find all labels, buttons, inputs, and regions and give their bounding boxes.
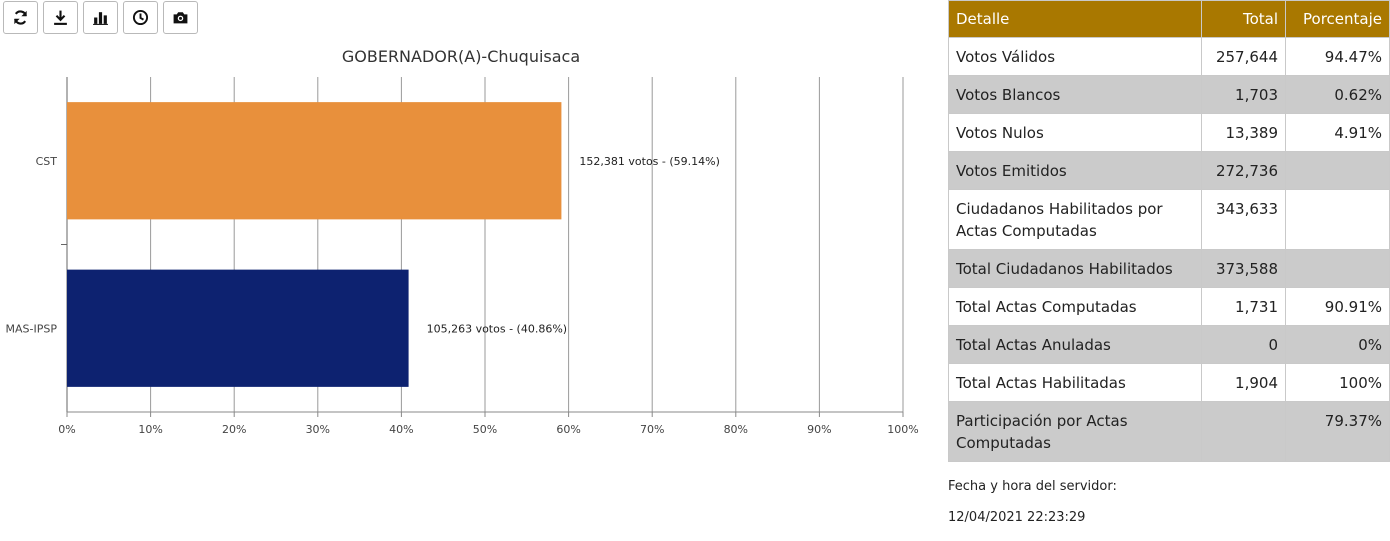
cell-detalle: Total Actas Habilitadas	[948, 363, 1202, 402]
cell-porcentaje: 90.91%	[1285, 287, 1390, 326]
category-label: CST	[36, 155, 58, 168]
cell-porcentaje: 4.91%	[1285, 113, 1390, 152]
server-time-panel: Fecha y hora del servidor: 12/04/2021 22…	[948, 479, 1117, 541]
cell-total: 343,633	[1201, 189, 1286, 250]
cell-detalle: Votos Nulos	[948, 113, 1202, 152]
cell-total: 272,736	[1201, 151, 1286, 190]
results-table-container: Detalle Total Porcentaje Votos Válidos 25…	[948, 0, 1390, 462]
cell-porcentaje	[1285, 151, 1390, 190]
header-total: Total	[1201, 0, 1286, 38]
cell-total: 1,731	[1201, 287, 1286, 326]
x-tick-label: 60%	[556, 423, 580, 436]
table-row: Votos Emitidos 272,736	[948, 151, 1390, 190]
cell-total: 1,703	[1201, 75, 1286, 114]
x-tick-label: 70%	[640, 423, 664, 436]
x-tick-label: 50%	[473, 423, 497, 436]
header-detalle: Detalle	[948, 0, 1202, 38]
table-header-row: Detalle Total Porcentaje	[948, 0, 1390, 38]
x-tick-label: 80%	[724, 423, 748, 436]
chart-type-button[interactable]	[83, 1, 118, 34]
camera-icon	[173, 12, 188, 24]
cell-detalle: Total Ciudadanos Habilitados	[948, 249, 1202, 288]
x-tick-label: 90%	[807, 423, 831, 436]
table-row: Participación por Actas Computadas 79.37%	[948, 401, 1390, 462]
table-row: Votos Blancos 1,703 0.62%	[948, 75, 1390, 114]
refresh-button[interactable]	[3, 1, 38, 34]
header-porcentaje: Porcentaje	[1285, 0, 1390, 38]
table-row: Votos Nulos 13,389 4.91%	[948, 113, 1390, 152]
cell-detalle: Participación por Actas Computadas	[948, 401, 1202, 462]
x-tick-label: 0%	[58, 423, 75, 436]
table-row: Total Actas Habilitadas 1,904 100%	[948, 363, 1390, 402]
cell-porcentaje: 0.62%	[1285, 75, 1390, 114]
history-button[interactable]	[123, 1, 158, 34]
x-tick-label: 10%	[138, 423, 162, 436]
cell-detalle: Total Actas Computadas	[948, 287, 1202, 326]
cell-porcentaje: 94.47%	[1285, 37, 1390, 76]
table-row: Total Actas Computadas 1,731 90.91%	[948, 287, 1390, 326]
chart-toolbar	[3, 1, 198, 34]
table-row: Total Ciudadanos Habilitados 373,588	[948, 249, 1390, 288]
chart-title: GOBERNADOR(A)-Chuquisaca	[342, 47, 580, 66]
category-label: MAS-IPSP	[6, 322, 58, 335]
x-tick-label: 100%	[887, 423, 918, 436]
bar-mas-ipsp	[67, 269, 409, 387]
bar-cst	[67, 102, 562, 220]
cell-total	[1201, 401, 1286, 462]
cell-total: 373,588	[1201, 249, 1286, 288]
x-tick-label: 20%	[222, 423, 246, 436]
server-time-label: Fecha y hora del servidor:	[948, 479, 1117, 494]
refresh-icon	[14, 10, 27, 25]
cell-porcentaje: 100%	[1285, 363, 1390, 402]
x-tick-label: 30%	[306, 423, 330, 436]
bar-chart: GOBERNADOR(A)-Chuquisaca 0% 10% 20% 30% 40% 50…	[6, 47, 919, 436]
screenshot-button[interactable]	[163, 1, 198, 34]
results-table: Detalle Total Porcentaje Votos Válidos 25…	[948, 0, 1390, 462]
data-label: 105,263 votos - (40.86%)	[427, 322, 568, 335]
cell-detalle: Ciudadanos Habilitados por Actas Computa…	[948, 189, 1202, 250]
cell-detalle: Votos Válidos	[948, 37, 1202, 76]
table-row: Ciudadanos Habilitados por Actas Computa…	[948, 189, 1390, 250]
download-button[interactable]	[43, 1, 78, 34]
cell-total: 13,389	[1201, 113, 1286, 152]
cell-porcentaje: 0%	[1285, 325, 1390, 364]
download-icon	[54, 10, 67, 25]
server-time-value: 12/04/2021 22:23:29	[948, 510, 1086, 525]
clock-icon	[132, 9, 149, 26]
cell-total: 0	[1201, 325, 1286, 364]
cell-total: 1,904	[1201, 363, 1286, 402]
table-row: Total Actas Anuladas 0 0%	[948, 325, 1390, 364]
bar-chart-icon	[93, 12, 108, 25]
cell-porcentaje: 79.37%	[1285, 401, 1390, 462]
data-label: 152,381 votos - (59.14%)	[579, 155, 720, 168]
x-tick-label: 40%	[389, 423, 413, 436]
cell-detalle: Votos Blancos	[948, 75, 1202, 114]
cell-detalle: Total Actas Anuladas	[948, 325, 1202, 364]
table-row: Votos Válidos 257,644 94.47%	[948, 37, 1390, 76]
cell-total: 257,644	[1201, 37, 1286, 76]
cell-porcentaje	[1285, 189, 1390, 250]
cell-porcentaje	[1285, 249, 1390, 288]
cell-detalle: Votos Emitidos	[948, 151, 1202, 190]
